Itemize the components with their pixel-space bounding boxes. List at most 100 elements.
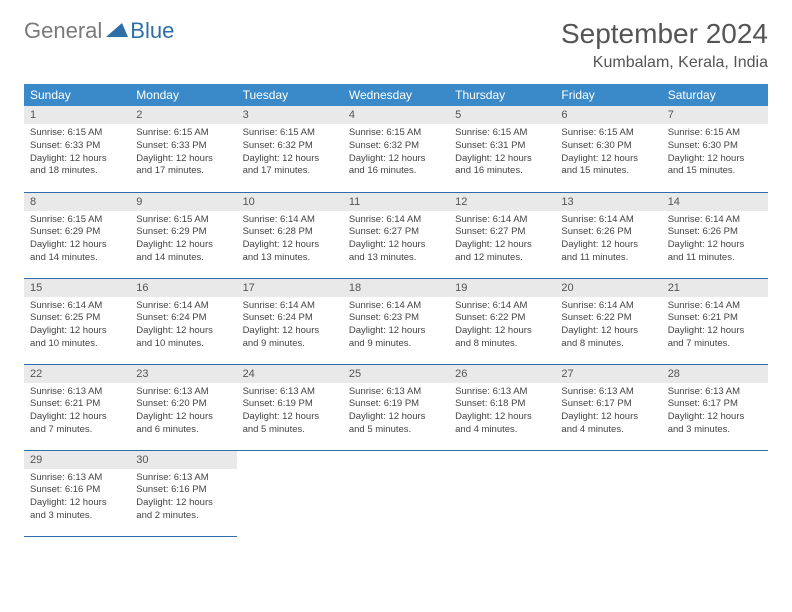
calendar-cell: 7Sunrise: 6:15 AMSunset: 6:30 PMDaylight… xyxy=(662,106,768,192)
day-number: 9 xyxy=(130,193,236,211)
calendar-cell: 8Sunrise: 6:15 AMSunset: 6:29 PMDaylight… xyxy=(24,192,130,278)
sunrise-line: Sunrise: 6:13 AM xyxy=(349,386,421,397)
daylight-line: Daylight: 12 hours and 16 minutes. xyxy=(349,153,426,177)
day-number: 24 xyxy=(237,365,343,383)
day-number: 6 xyxy=(555,106,661,124)
logo-text-blue: Blue xyxy=(130,18,174,44)
day-body: Sunrise: 6:14 AMSunset: 6:23 PMDaylight:… xyxy=(343,297,449,357)
day-number: 15 xyxy=(24,279,130,297)
sunset-line: Sunset: 6:30 PM xyxy=(561,140,631,151)
day-body: Sunrise: 6:14 AMSunset: 6:26 PM Daylight:… xyxy=(662,211,768,271)
logo-triangle-icon xyxy=(106,21,128,42)
sunset-line: Sunset: 6:21 PM xyxy=(30,398,100,409)
daylight-line: Daylight: 12 hours and 8 minutes. xyxy=(455,325,532,349)
calendar-cell: 12Sunrise: 6:14 AMSunset: 6:27 PMDayligh… xyxy=(449,192,555,278)
day-body: Sunrise: 6:15 AMSunset: 6:29 PMDaylight:… xyxy=(24,211,130,271)
sunset-line: Sunset: 6:27 PM xyxy=(349,226,419,237)
day-body: Sunrise: 6:15 AM Sunset: 6:33 PM Daylight:… xyxy=(130,124,236,184)
day-number: 7 xyxy=(662,106,768,124)
calendar-cell: 10Sunrise: 6:14 AMSunset: 6:28 PMDayligh… xyxy=(237,192,343,278)
sunset-line: Sunset: 6:25 PM xyxy=(30,312,100,323)
sunrise-line: Sunrise: 6:14 AM xyxy=(455,214,527,225)
calendar-cell: 14Sunrise: 6:14 AMSunset: 6:26 PMDayligh… xyxy=(662,192,768,278)
day-number: 10 xyxy=(237,193,343,211)
day-body: Sunrise: 6:13 AMSunset: 6:21 PMDaylight:… xyxy=(24,383,130,443)
sunset-line: Sunset: 6:16 PM xyxy=(30,484,100,495)
day-body: Sunrise: 6:14 AMSunset: 6:26 PMDaylight:… xyxy=(555,211,661,271)
sunset-line: Sunset: 6:30 PM xyxy=(668,140,738,151)
calendar-cell xyxy=(449,450,555,536)
sunset-line: Sunset: 6:33 PM xyxy=(136,140,206,151)
day-number: 30 xyxy=(130,451,236,469)
header: General Blue September 2024 Kumbalam, Ke… xyxy=(24,18,768,72)
daylight-line: Daylight: 12 hours and 14 minutes. xyxy=(30,239,107,263)
day-number: 11 xyxy=(343,193,449,211)
calendar-row: 1 Sunrise: 6:15 AM Sunset: 6:33 PM Daylight… xyxy=(24,106,768,192)
calendar-cell: 30Sunrise: 6:13 AMSunset: 6:16 PMDayligh… xyxy=(130,450,236,536)
weekday-header: Thursday xyxy=(449,84,555,106)
calendar-cell xyxy=(662,450,768,536)
calendar-cell: 27Sunrise: 6:13 AMSunset: 6:17 PMDayligh… xyxy=(555,364,661,450)
sunrise-line: Sunrise: 6:14 AM xyxy=(349,214,421,225)
location: Kumbalam, Kerala, India xyxy=(561,54,768,72)
sunrise-line: Sunrise: 6:14 AM xyxy=(668,214,740,225)
day-body: Sunrise: 6:15 AMSunset: 6:31 PMDaylight:… xyxy=(449,124,555,184)
day-number: 20 xyxy=(555,279,661,297)
day-number: 12 xyxy=(449,193,555,211)
weekday-header: Saturday xyxy=(662,84,768,106)
daylight-line: Daylight: 12 hours and 14 minutes. xyxy=(136,239,213,263)
day-body: Sunrise: 6:14 AMSunset: 6:28 PMDaylight:… xyxy=(237,211,343,271)
day-number: 5 xyxy=(449,106,555,124)
daylight-line: Daylight: 12 hours and 9 minutes. xyxy=(243,325,320,349)
sunset-line: Sunset: 6:31 PM xyxy=(455,140,525,151)
day-number: 4 xyxy=(343,106,449,124)
sunset-line: Sunset: 6:26 PM xyxy=(668,226,738,237)
calendar-cell xyxy=(555,450,661,536)
calendar-cell: 23Sunrise: 6:13 AMSunset: 6:20 PMDayligh… xyxy=(130,364,236,450)
daylight-line: Daylight: 12 hours and 11 minutes. xyxy=(668,239,745,263)
sunrise-line: Sunrise: 6:14 AM xyxy=(561,300,633,311)
sunset-line: Sunset: 6:19 PM xyxy=(349,398,419,409)
calendar-cell: 21Sunrise: 6:14 AMSunset: 6:21 PMDayligh… xyxy=(662,278,768,364)
sunrise-line: Sunrise: 6:14 AM xyxy=(561,214,633,225)
sunrise-line: Sunrise: 6:13 AM xyxy=(136,472,208,483)
day-body: Sunrise: 6:14 AMSunset: 6:22 PMDaylight:… xyxy=(449,297,555,357)
calendar-body: 1 Sunrise: 6:15 AM Sunset: 6:33 PM Daylight… xyxy=(24,106,768,536)
month-title: September 2024 xyxy=(561,18,768,50)
day-number: 1 xyxy=(24,106,130,124)
sunset-line: Sunset: 6:16 PM xyxy=(136,484,206,495)
day-body: Sunrise: 6:13 AMSunset: 6:18 PMDaylight:… xyxy=(449,383,555,443)
daylight-line: Daylight: 12 hours and 10 minutes. xyxy=(136,325,213,349)
daylight-line: Daylight: 12 hours and 18 minutes. xyxy=(30,153,107,177)
daylight-line: Daylight: 12 hours and 7 minutes. xyxy=(30,411,107,435)
weekday-header-row: SundayMondayTuesdayWednesdayThursdayFrid… xyxy=(24,84,768,106)
daylight-line: Daylight: 12 hours and 9 minutes. xyxy=(349,325,426,349)
daylight-line: Daylight: 12 hours and 17 minutes. xyxy=(136,153,213,177)
day-number: 3 xyxy=(237,106,343,124)
day-number: 23 xyxy=(130,365,236,383)
calendar-cell: 22Sunrise: 6:13 AMSunset: 6:21 PMDayligh… xyxy=(24,364,130,450)
calendar-cell: 25Sunrise: 6:13 AMSunset: 6:19 PMDayligh… xyxy=(343,364,449,450)
calendar-cell: 6Sunrise: 6:15 AMSunset: 6:30 PMDaylight… xyxy=(555,106,661,192)
sunrise-line: Sunrise: 6:13 AM xyxy=(561,386,633,397)
sunrise-line: Sunrise: 6:15 AM xyxy=(136,127,208,138)
day-number: 18 xyxy=(343,279,449,297)
daylight-line: Daylight: 12 hours and 11 minutes. xyxy=(561,239,638,263)
daylight-line: Daylight: 12 hours and 16 minutes. xyxy=(455,153,532,177)
daylight-line: Daylight: 12 hours and 10 minutes. xyxy=(30,325,107,349)
title-block: September 2024 Kumbalam, Kerala, India xyxy=(561,18,768,72)
calendar-cell: 16Sunrise: 6:14 AMSunset: 6:24 PMDayligh… xyxy=(130,278,236,364)
sunrise-line: Sunrise: 6:13 AM xyxy=(30,472,102,483)
sunrise-line: Sunrise: 6:14 AM xyxy=(136,300,208,311)
sunset-line: Sunset: 6:29 PM xyxy=(30,226,100,237)
sunset-line: Sunset: 6:17 PM xyxy=(668,398,738,409)
logo: General Blue xyxy=(24,18,174,44)
sunrise-line: Sunrise: 6:14 AM xyxy=(455,300,527,311)
day-number: 2 xyxy=(130,106,236,124)
daylight-line: Daylight: 12 hours and 13 minutes. xyxy=(243,239,320,263)
calendar-cell: 3Sunrise: 6:15 AMSunset: 6:32 PMDaylight… xyxy=(237,106,343,192)
sunset-line: Sunset: 6:27 PM xyxy=(455,226,525,237)
calendar-cell: 1Sunrise: 6:15 AMSunset: 6:33 PMDaylight… xyxy=(24,106,130,192)
calendar-cell: 5Sunrise: 6:15 AMSunset: 6:31 PMDaylight… xyxy=(449,106,555,192)
daylight-line: Daylight: 12 hours and 17 minutes. xyxy=(243,153,320,177)
